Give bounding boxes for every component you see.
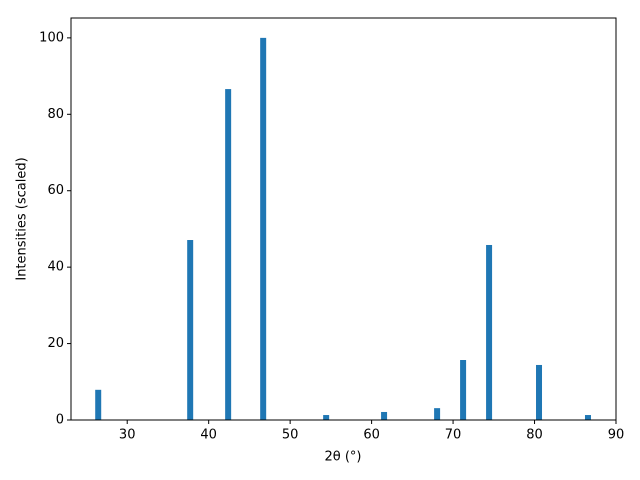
plot-frame [70, 17, 617, 421]
bar [187, 240, 194, 420]
x-axis-label: 2θ (°) [324, 450, 361, 465]
y-tick-label: 100 [39, 30, 64, 45]
y-tick-label: 40 [47, 260, 64, 275]
x-tick-label: 90 [608, 428, 625, 443]
bar [486, 244, 493, 420]
x-tick-label: 50 [282, 428, 299, 443]
x-tick-label: 60 [363, 428, 380, 443]
y-axis-label: Intensities (scaled) [15, 157, 30, 280]
x-tick-label: 40 [200, 428, 217, 443]
bar [323, 415, 330, 420]
y-tick-label: 0 [56, 413, 64, 428]
bar [225, 89, 232, 420]
bar [434, 408, 441, 420]
x-tick-label: 80 [526, 428, 543, 443]
y-tick-label: 60 [47, 183, 64, 198]
bar [460, 360, 467, 420]
x-tick-label: 30 [119, 428, 136, 443]
bar [584, 415, 591, 420]
bar [381, 411, 388, 420]
y-tick-label: 20 [47, 336, 64, 351]
y-tick-label: 80 [47, 107, 64, 122]
bar [536, 364, 543, 420]
x-tick-label: 70 [445, 428, 462, 443]
bar [95, 389, 102, 420]
bar [260, 37, 267, 420]
